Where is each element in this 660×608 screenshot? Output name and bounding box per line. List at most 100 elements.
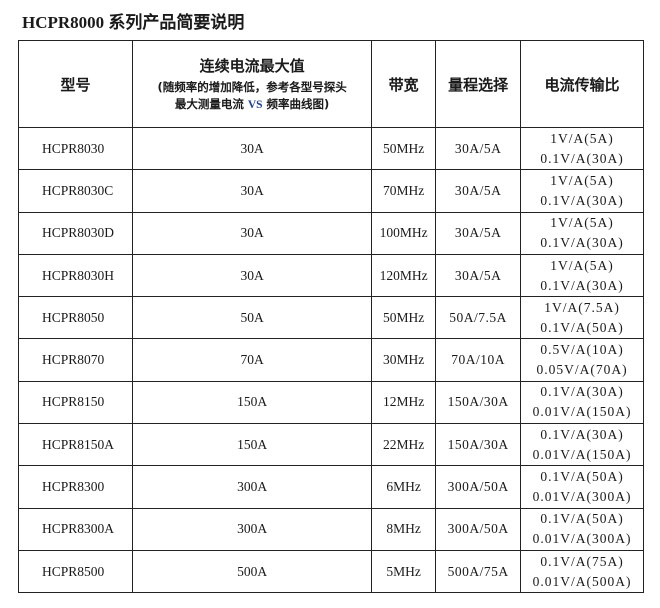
table-row: HCPR8050 50A 50MHz 50A/7.5A 1V/A(7.5A) 0.1V/A… <box>18 296 644 340</box>
cell-range: 70A/10A <box>435 338 522 382</box>
ratio-line-1: 1V/A(7.5A) <box>544 299 620 315</box>
cell-ratio: 1V/A(5A) 0.1V/A(30A) <box>520 211 644 255</box>
cell-current: 150A <box>131 423 373 467</box>
table-row: HCPR8030C 30A 70MHz 30A/5A 1V/A(5A) 0.1V/A(30… <box>18 169 644 213</box>
ratio-line-1: 0.1V/A(50A) <box>540 469 624 485</box>
ratio-line-1: 1V/A(5A) <box>550 172 614 188</box>
cell-model: HCPR8300 <box>18 465 133 509</box>
ratio-line-1: 1V/A(5A) <box>550 257 614 273</box>
header-current-note-1: (随频率的增加降低，参考各型号探头 <box>157 79 347 94</box>
header-current-main: 连续电流最大值 <box>199 56 305 75</box>
table-row: HCPR8500 500A 5MHz 500A/75A 0.1V/A(75A) 0.01V… <box>18 549 644 594</box>
cell-range: 150A/30A <box>435 380 522 425</box>
cell-bandwidth: 5MHz <box>371 549 437 594</box>
table-row: HCPR8150A 150A 22MHz 150A/30A 0.1V/A(30A) 0.0… <box>18 423 644 467</box>
cell-ratio: 1V/A(5A) 0.1V/A(30A) <box>520 253 644 298</box>
ratio-line-2: 0.01V/A(300A) <box>532 489 632 505</box>
header-range: 量程选择 <box>435 40 522 128</box>
cell-ratio: 1V/A(5A) 0.1V/A(30A) <box>520 169 644 213</box>
table-row: HCPR8030 30A 50MHz 30A/5A 1V/A(5A) 0.1V/A(30A… <box>18 126 644 171</box>
cell-bandwidth: 50MHz <box>371 296 437 340</box>
cell-current: 50A <box>131 296 373 340</box>
cell-bandwidth: 120MHz <box>371 253 437 298</box>
cell-current: 300A <box>131 465 373 509</box>
cell-model: HCPR8150A <box>18 423 133 467</box>
cell-current: 300A <box>131 507 373 551</box>
cell-current: 30A <box>131 169 373 213</box>
cell-ratio: 0.1V/A(50A) 0.01V/A(300A) <box>520 465 644 509</box>
cell-bandwidth: 6MHz <box>371 465 437 509</box>
cell-model: HCPR8300A <box>18 507 133 551</box>
cell-bandwidth: 50MHz <box>371 126 437 171</box>
ratio-line-2: 0.01V/A(150A) <box>532 446 632 462</box>
cell-bandwidth: 22MHz <box>371 423 437 467</box>
cell-current: 70A <box>131 338 373 382</box>
table-row: HCPR8030H 30A 120MHz 30A/5A 1V/A(5A) 0.1V/A(3… <box>18 253 644 298</box>
table-row: HCPR8300 300A 6MHz 300A/50A 0.1V/A(50A) 0.01V… <box>18 465 644 509</box>
table-header-row: 型号 连续电流最大值 (随频率的增加降低，参考各型号探头 最大测量电流 VS 频… <box>18 40 644 128</box>
cell-model: HCPR8030H <box>18 253 133 298</box>
header-model: 型号 <box>18 40 133 128</box>
cell-current: 30A <box>131 126 373 171</box>
cell-ratio: 0.5V/A(10A) 0.05V/A(70A) <box>520 338 644 382</box>
header-current: 连续电流最大值 (随频率的增加降低，参考各型号探头 最大测量电流 VS 频率曲线… <box>131 40 373 128</box>
cell-bandwidth: 100MHz <box>371 211 437 255</box>
table-row: HCPR8300A 300A 8MHz 300A/50A 0.1V/A(50A) 0.01… <box>18 507 644 551</box>
ratio-line-1: 0.1V/A(50A) <box>540 511 624 527</box>
table-row: HCPR8030D 30A 100MHz 30A/5A 1V/A(5A) 0.1V/A(3… <box>18 211 644 255</box>
cell-range: 150A/30A <box>435 423 522 467</box>
cell-model: HCPR8030C <box>18 169 133 213</box>
product-table: 型号 连续电流最大值 (随频率的增加降低，参考各型号探头 最大测量电流 VS 频… <box>18 40 644 594</box>
table-row: HCPR8070 70A 30MHz 70A/10A 0.5V/A(10A) 0.05V/… <box>18 338 644 382</box>
cell-current: 30A <box>131 253 373 298</box>
cell-ratio: 1V/A(7.5A) 0.1V/A(50A) <box>520 296 644 340</box>
ratio-line-2: 0.05V/A(70A) <box>536 362 628 378</box>
cell-model: HCPR8500 <box>18 549 133 594</box>
cell-model: HCPR8050 <box>18 296 133 340</box>
cell-ratio: 0.1V/A(30A) 0.01V/A(150A) <box>520 423 644 467</box>
vs-text: VS <box>247 98 263 111</box>
ratio-line-1: 0.5V/A(10A) <box>540 342 624 358</box>
ratio-line-2: 0.1V/A(30A) <box>540 192 624 208</box>
cell-ratio: 1V/A(5A) 0.1V/A(30A) <box>520 126 644 171</box>
cell-range: 300A/50A <box>435 465 522 509</box>
cell-ratio: 0.1V/A(30A) 0.01V/A(150A) <box>520 380 644 425</box>
cell-range: 30A/5A <box>435 169 522 213</box>
cell-current: 150A <box>131 380 373 425</box>
ratio-line-1: 1V/A(5A) <box>550 215 614 231</box>
ratio-line-1: 1V/A(5A) <box>550 130 614 146</box>
ratio-line-2: 0.01V/A(500A) <box>532 573 632 589</box>
note-text: 最大测量电流 <box>174 96 248 111</box>
cell-range: 500A/75A <box>435 549 522 594</box>
header-bandwidth: 带宽 <box>371 40 437 128</box>
ratio-line-2: 0.01V/A(150A) <box>532 404 632 420</box>
cell-range: 50A/7.5A <box>435 296 522 340</box>
cell-ratio: 0.1V/A(75A) 0.01V/A(500A) <box>520 549 644 594</box>
ratio-line-2: 0.1V/A(30A) <box>540 150 624 166</box>
cell-current: 30A <box>131 211 373 255</box>
table-row: HCPR8150 150A 12MHz 150A/30A 0.1V/A(30A) 0.01… <box>18 380 644 425</box>
ratio-line-1: 0.1V/A(30A) <box>540 426 624 442</box>
note-text: 频率曲线图) <box>262 96 330 111</box>
cell-bandwidth: 12MHz <box>371 380 437 425</box>
cell-range: 30A/5A <box>435 253 522 298</box>
page-title: HCPR8000 系列产品简要说明 <box>22 13 245 32</box>
cell-model: HCPR8150 <box>18 380 133 425</box>
header-ratio: 电流传输比 <box>520 40 644 128</box>
cell-bandwidth: 30MHz <box>371 338 437 382</box>
ratio-line-2: 0.1V/A(30A) <box>540 277 624 293</box>
cell-model: HCPR8030D <box>18 211 133 255</box>
cell-ratio: 0.1V/A(50A) 0.01V/A(300A) <box>520 507 644 551</box>
ratio-line-1: 0.1V/A(75A) <box>540 553 624 569</box>
ratio-line-1: 0.1V/A(30A) <box>540 384 624 400</box>
ratio-line-2: 0.1V/A(30A) <box>540 235 624 251</box>
header-current-note-2: 最大测量电流 VS 频率曲线图) <box>133 96 371 114</box>
cell-current: 500A <box>131 549 373 594</box>
ratio-line-2: 0.01V/A(300A) <box>532 531 632 547</box>
cell-model: HCPR8030 <box>18 126 133 171</box>
cell-range: 30A/5A <box>435 126 522 171</box>
cell-bandwidth: 8MHz <box>371 507 437 551</box>
cell-range: 30A/5A <box>435 211 522 255</box>
cell-range: 300A/50A <box>435 507 522 551</box>
ratio-line-2: 0.1V/A(50A) <box>540 319 624 335</box>
